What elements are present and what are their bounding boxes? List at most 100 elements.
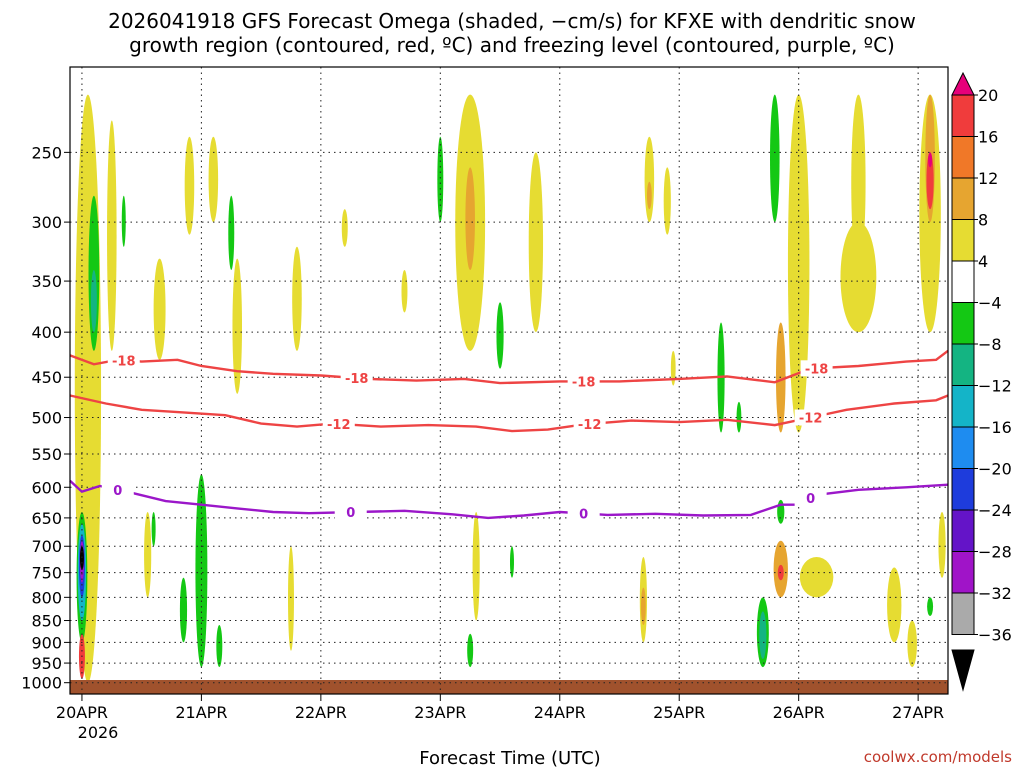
omega-region-53 <box>887 567 902 643</box>
ground-layer <box>70 680 948 694</box>
x-axis: 20APR 21APR 22APR 23APR 24APR 25APR 26APR 27APR <box>56 694 944 722</box>
contour-label-bg-minus18-1 <box>340 370 373 387</box>
omega-region-7 <box>79 546 84 571</box>
contour-label-bg-minus18-2 <box>567 373 600 390</box>
omega-region-11 <box>153 258 166 360</box>
chart-title-line-1: 2026041918 GFS Forecast Omega (shaded, −… <box>108 9 916 33</box>
omega-region-56 <box>759 611 767 660</box>
y-tick-label-900: 900 <box>31 633 62 652</box>
colorbar-bin-13 <box>951 592 975 635</box>
omega-region-33 <box>644 136 655 223</box>
colorbar-label-5: −4 <box>978 294 1002 313</box>
omega-region-57 <box>777 499 785 524</box>
omega-region-47 <box>926 152 934 210</box>
colorbar-label-9: −20 <box>978 460 1012 479</box>
colorbar-bin-7 <box>951 343 975 386</box>
contour-label-bg-minus18-0 <box>107 352 140 369</box>
contour-layer: -18 -18 -18 -18 -12 -12 -12 0 0 0 0 <box>69 349 949 522</box>
x-tick-label-27APR: 27APR <box>892 703 944 722</box>
colorbar-label-11: −28 <box>978 543 1012 562</box>
contour-label-minus18-1: -18 <box>345 372 369 387</box>
omega-region-17 <box>195 474 208 668</box>
omega-region-24 <box>401 269 408 313</box>
omega-region-13 <box>208 136 219 223</box>
omega-region-9 <box>107 120 117 351</box>
y-tick-label-500: 500 <box>31 409 62 428</box>
y-tick-label-250: 250 <box>31 143 62 162</box>
omega-region-23 <box>341 209 348 247</box>
omega-region-31 <box>509 546 514 578</box>
contour-label-bg-minus18-3 <box>800 360 833 377</box>
y-tick-label-350: 350 <box>31 272 62 291</box>
contour-label-freezing-2: 0 <box>579 507 588 522</box>
omega-region-30 <box>467 633 474 668</box>
colorbar-label-4: 4 <box>978 252 988 271</box>
omega-region-54 <box>907 620 917 668</box>
omega-region-29 <box>472 511 480 621</box>
omega-region-34 <box>663 167 671 235</box>
y-tick-label-750: 750 <box>31 564 62 583</box>
contour-label-freezing-3: 0 <box>806 492 815 507</box>
contour-label-freezing-0: 0 <box>113 484 122 499</box>
colorbar-bin-0 <box>951 71 975 96</box>
omega-region-18 <box>179 577 188 643</box>
omega-shading-layer <box>74 94 946 683</box>
contour-label-minus18-3: -18 <box>805 362 829 377</box>
x-tick-label-21APR: 21APR <box>175 703 227 722</box>
colorbar-label-13: −36 <box>978 626 1012 645</box>
omega-region-25 <box>437 136 444 223</box>
x-tick-label-24APR: 24APR <box>534 703 586 722</box>
omega-region-37 <box>640 587 646 625</box>
y-tick-label-400: 400 <box>31 323 62 342</box>
y-tick-label-950: 950 <box>31 654 62 673</box>
contour-label-minus18-0: -18 <box>112 354 136 369</box>
y-tick-label-1000: 1000 <box>21 674 62 693</box>
y-tick-label-650: 650 <box>31 509 62 528</box>
omega-region-16 <box>292 246 302 351</box>
contour-label-bg-minus12-2 <box>794 409 827 426</box>
omega-region-38 <box>670 350 676 386</box>
omega-region-58 <box>927 597 934 616</box>
colorbar-label-1: 16 <box>978 128 998 147</box>
ground-strip <box>70 680 948 694</box>
omega-region-35 <box>646 181 652 210</box>
y-tick-label-800: 800 <box>31 588 62 607</box>
colorbar-label-3: 8 <box>978 211 988 230</box>
plot-frame <box>69 66 949 695</box>
x-axis-label: Forecast Time (UTC) <box>419 748 600 768</box>
contour-label-bg-minus12-1 <box>573 415 606 432</box>
colorbar-bin-1 <box>951 94 975 137</box>
colorbar-label-10: −24 <box>978 501 1012 520</box>
omega-region-59 <box>938 511 946 578</box>
y-tick-label-300: 300 <box>31 213 62 232</box>
y-tick-label-700: 700 <box>31 537 62 556</box>
contour-label-bg-freezing-2 <box>567 505 600 522</box>
omega-region-14 <box>228 195 235 270</box>
chart-title-line-2: growth region (contoured, red, ºC) and f… <box>129 33 895 57</box>
contour-label-freezing-1: 0 <box>346 506 355 521</box>
contour-label-minus12-0: -12 <box>327 418 351 433</box>
omega-region-10 <box>121 195 126 247</box>
x-tick-label-25APR: 25APR <box>653 703 705 722</box>
omega-region-32 <box>528 152 544 333</box>
omega-region-22 <box>288 546 294 651</box>
colorbar-bin-12 <box>951 551 975 594</box>
omega-region-48 <box>928 152 933 168</box>
colorbar: 20 16 12 8 4 −4 −8 −12 −16 −20 −24 −28 −32 −36 <box>951 71 1012 692</box>
y-axis: 250 300 350 400 450 500 550 600 650 700 750 800 850 9… <box>21 143 70 693</box>
omega-region-21 <box>151 511 156 547</box>
omega-region-27 <box>465 167 475 270</box>
x-tick-label-23APR: 23APR <box>414 703 466 722</box>
colorbar-bin-4 <box>951 219 975 262</box>
omega-region-44 <box>840 222 877 333</box>
x-tick-label-22APR: 22APR <box>295 703 347 722</box>
x-tick-label-26APR: 26APR <box>773 703 825 722</box>
credit-text: coolwx.com/models <box>864 748 1012 766</box>
x-year-label: 2026 <box>78 723 119 742</box>
y-tick-label-450: 450 <box>31 368 62 387</box>
colorbar-bin-11 <box>951 509 975 552</box>
colorbar-bin-6 <box>951 302 975 345</box>
colorbar-label-7: −12 <box>978 377 1012 396</box>
contour-label-bg-freezing-0 <box>101 481 134 498</box>
